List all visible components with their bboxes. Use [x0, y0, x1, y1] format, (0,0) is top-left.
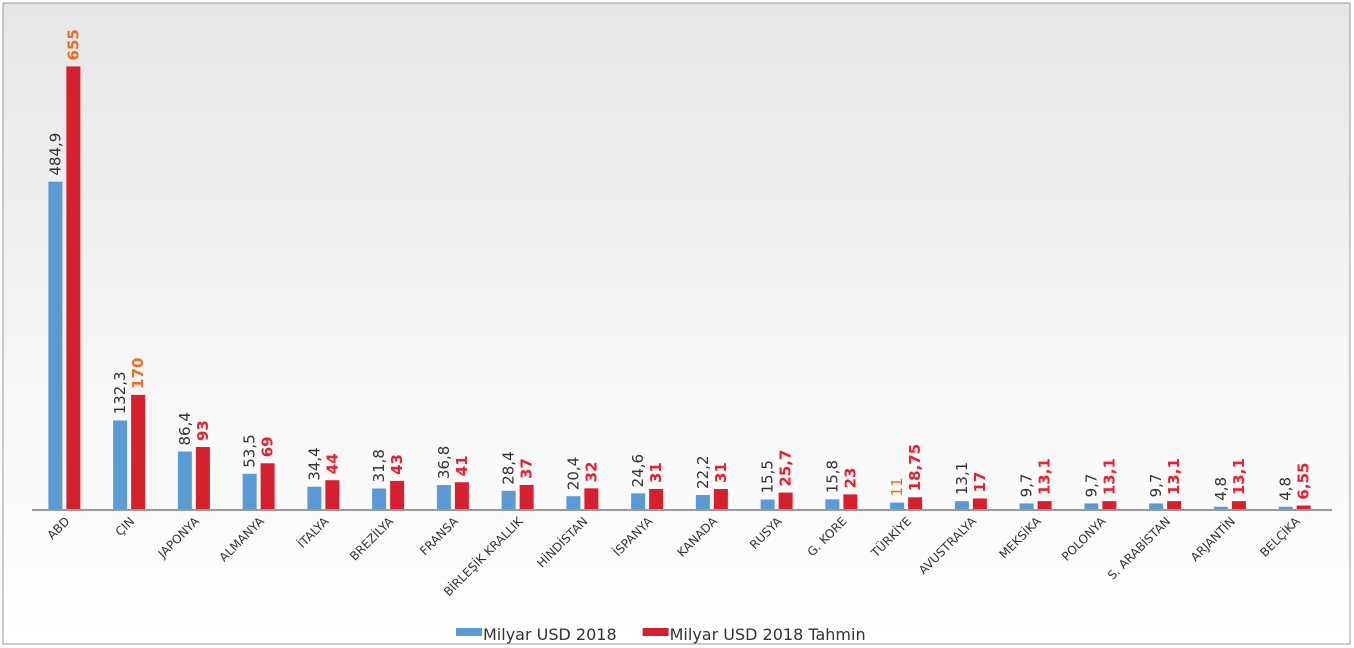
bar: [325, 480, 340, 510]
bar: [954, 501, 969, 510]
bar: [131, 394, 146, 510]
data-label: 44: [323, 453, 341, 474]
data-label: 9,7: [1082, 474, 1100, 498]
data-label: 25,7: [777, 450, 795, 487]
bar: [454, 482, 469, 510]
bar: [372, 488, 387, 510]
data-label: 34,4: [305, 447, 323, 480]
data-label: 13,1: [1165, 458, 1183, 495]
data-label: 43: [388, 454, 406, 475]
data-label: 23: [841, 468, 859, 489]
bar: [1213, 506, 1228, 510]
bar: [972, 498, 987, 510]
data-label: 17: [971, 472, 989, 493]
bar: [631, 493, 646, 510]
bar: [1167, 501, 1182, 510]
bar: [843, 494, 858, 510]
data-label: 36,8: [435, 446, 453, 479]
bar: [195, 447, 210, 510]
bar: [649, 489, 664, 510]
bar: [695, 494, 710, 510]
bar: [1084, 503, 1099, 510]
data-label: 93: [194, 420, 212, 441]
bar: [519, 484, 534, 510]
bar: [890, 502, 905, 510]
data-label: 28,4: [500, 451, 518, 484]
data-label: 22,2: [694, 456, 712, 489]
bar: [260, 463, 275, 510]
bar: [177, 451, 192, 510]
bar: [66, 66, 81, 510]
data-label: 15,5: [759, 460, 777, 493]
bar: [584, 488, 599, 510]
bar: [113, 420, 128, 510]
data-label: 9,7: [1147, 474, 1165, 498]
data-label: 41: [453, 455, 471, 476]
data-label: 13,1: [1230, 458, 1248, 495]
data-label: 170: [129, 358, 147, 389]
legend-label: Milyar USD 2018 Tahmin: [670, 625, 866, 644]
data-label: 4,8: [1277, 477, 1295, 501]
bar: [1037, 501, 1052, 510]
legend-label: Milyar USD 2018: [483, 625, 617, 644]
data-label: 4,8: [1212, 477, 1230, 501]
bar: [760, 499, 775, 510]
bar: [390, 480, 405, 510]
legend-swatch: [456, 628, 482, 636]
bar: [501, 490, 516, 510]
data-label: 13,1: [953, 462, 971, 495]
bar: [566, 496, 581, 510]
data-label: 18,75: [906, 444, 924, 491]
data-label: 86,4: [176, 412, 194, 445]
data-label: 31,8: [370, 449, 388, 482]
data-label: 20,4: [564, 457, 582, 490]
data-label: 15,8: [823, 460, 841, 493]
bar: [1296, 505, 1311, 510]
data-label: 53,5: [241, 434, 259, 467]
data-label: 655: [64, 29, 82, 60]
bar: [825, 499, 840, 510]
data-label: 13,1: [1100, 458, 1118, 495]
bar: [1019, 503, 1034, 510]
data-label: 6,55: [1295, 463, 1313, 500]
bar: [908, 497, 923, 510]
bar: [436, 485, 451, 510]
bar: [713, 489, 728, 510]
data-label: 31: [712, 462, 730, 483]
data-label: 11: [888, 477, 906, 496]
legend-swatch: [642, 628, 669, 636]
bar: [48, 181, 63, 510]
data-label: 24,6: [629, 454, 647, 487]
data-label: 37: [518, 458, 536, 479]
bar: [778, 492, 793, 510]
data-label: 132,3: [111, 371, 129, 414]
bar: [242, 473, 257, 510]
bar: [1231, 501, 1246, 510]
data-label: 69: [259, 436, 277, 457]
bar: [307, 486, 322, 510]
bar: [1278, 506, 1293, 510]
data-label: 31: [647, 462, 665, 483]
bar: [1102, 501, 1117, 510]
bar: [1149, 503, 1164, 510]
data-label: 484,9: [46, 133, 64, 176]
data-label: 32: [582, 461, 600, 482]
data-label: 13,1: [1036, 458, 1054, 495]
data-label: 9,7: [1018, 474, 1036, 498]
